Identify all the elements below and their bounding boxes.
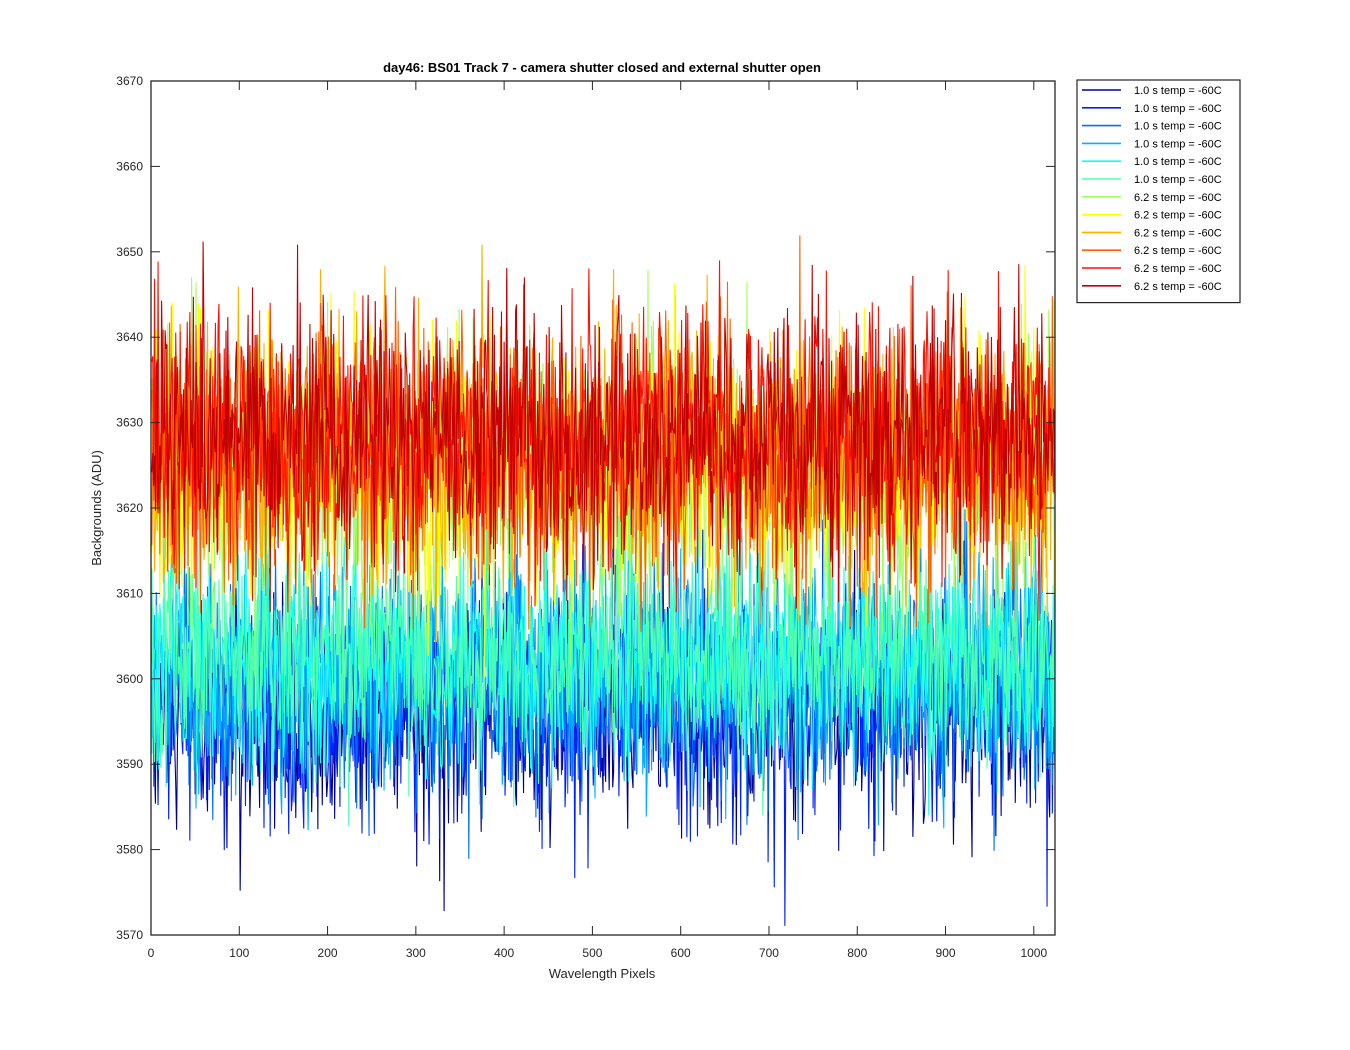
x-tick-label: 1000 — [1020, 946, 1047, 960]
y-tick-label: 3590 — [116, 757, 143, 771]
y-tick-label: 3670 — [116, 74, 143, 88]
legend-entry-11: 6.2 s temp = -60C — [1134, 263, 1222, 275]
x-tick-label: 300 — [406, 946, 426, 960]
y-tick-label: 3610 — [116, 586, 143, 600]
legend-entry-6: 1.0 s temp = -60C — [1134, 174, 1222, 186]
x-tick-label: 0 — [148, 946, 155, 960]
legend-entry-12: 6.2 s temp = -60C — [1134, 281, 1222, 293]
y-tick-label: 3630 — [116, 416, 143, 430]
legend-entry-3: 1.0 s temp = -60C — [1134, 121, 1222, 133]
y-axis-label: Backgrounds (ADU) — [89, 450, 104, 566]
axes: 0 100 200 300 400 500 600 700 800 900 1000 3570 3580… — [116, 74, 1056, 960]
legend-entry-10: 6.2 s temp = -60C — [1134, 245, 1222, 257]
x-tick-label: 600 — [671, 946, 691, 960]
x-tick-label: 400 — [494, 946, 514, 960]
legend: 1.0 s temp = -60C 1.0 s temp = -60C 1.0 s … — [1076, 79, 1241, 304]
y-tick-label: 3620 — [116, 501, 143, 515]
legend-entry-5: 1.0 s temp = -60C — [1134, 156, 1222, 168]
x-tick-label: 700 — [759, 946, 779, 960]
y-tick-label: 3570 — [116, 928, 143, 942]
y-tick-label: 3650 — [116, 245, 143, 259]
x-tick-label: 900 — [936, 946, 956, 960]
y-tick-label: 3580 — [116, 843, 143, 857]
legend-entry-4: 1.0 s temp = -60C — [1134, 138, 1222, 150]
x-tick-label: 800 — [847, 946, 867, 960]
legend-entry-7: 6.2 s temp = -60C — [1134, 192, 1222, 204]
x-axis-label: Wavelength Pixels — [549, 966, 656, 981]
x-tick-label: 200 — [318, 946, 338, 960]
y-tick-label: 3600 — [116, 672, 143, 686]
series-line-12 — [151, 241, 1055, 613]
legend-entry-9: 6.2 s temp = -60C — [1134, 227, 1222, 239]
legend-entry-8: 6.2 s temp = -60C — [1134, 210, 1222, 222]
x-tick-label: 500 — [582, 946, 602, 960]
legend-entry-1: 1.0 s temp = -60C — [1134, 85, 1222, 97]
x-tick-label: 100 — [229, 946, 249, 960]
chart-title: day46: BS01 Track 7 - camera shutter clo… — [383, 60, 821, 75]
legend-box — [1076, 79, 1241, 304]
series-line-6 — [151, 452, 1055, 827]
y-tick-label: 3660 — [116, 159, 143, 173]
plot-area — [151, 235, 1055, 926]
y-tick-label: 3640 — [116, 330, 143, 344]
legend-entry-2: 1.0 s temp = -60C — [1134, 103, 1222, 115]
